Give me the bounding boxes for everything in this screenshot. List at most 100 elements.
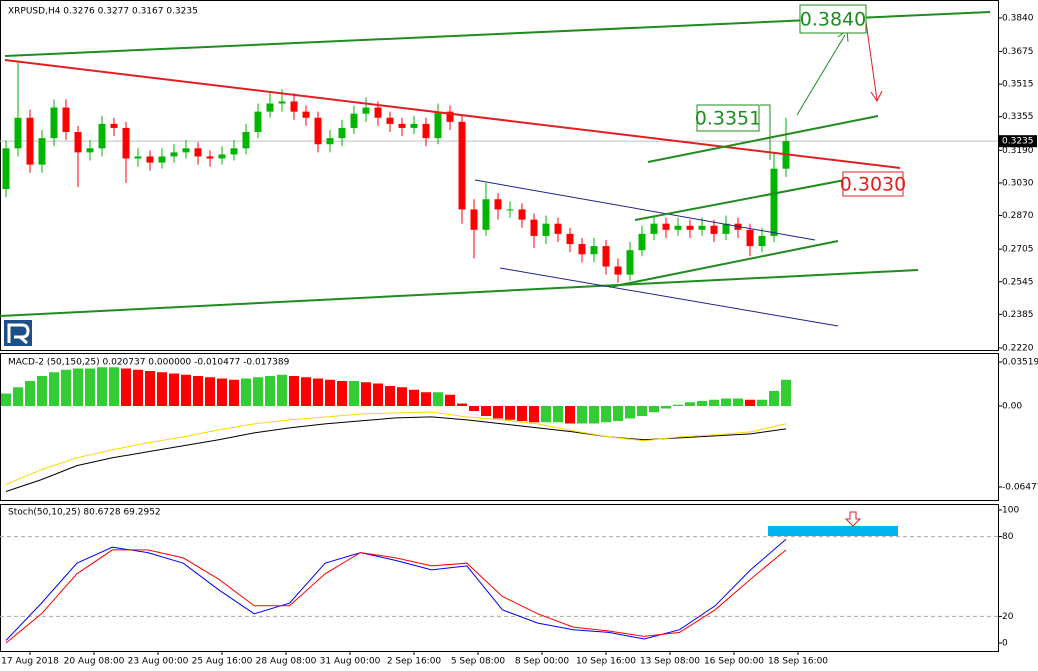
chart-title: XRPUSD,H4 0.3276 0.3277 0.3167 0.3235 [8, 7, 198, 17]
histogram-bar [445, 394, 455, 406]
histogram-bar [253, 377, 263, 406]
y-tick-label: 0.3515 [1002, 80, 1034, 90]
candle-body [410, 123, 418, 128]
histogram-bar [589, 406, 599, 424]
histogram-bar [73, 368, 83, 406]
candle-body [74, 132, 82, 153]
candle-body [422, 123, 430, 139]
histogram-bar [685, 402, 695, 406]
y-tick-label: 0.3355 [1002, 112, 1034, 122]
indicator-title: Stoch(50,10,25) 80.6728 69.2952 [8, 508, 161, 518]
candle-body [206, 156, 214, 159]
histogram-bar [145, 371, 155, 406]
candle-body [14, 117, 22, 149]
histogram-bar [697, 401, 707, 406]
candle-body [482, 199, 490, 230]
arrow [796, 34, 846, 116]
histogram-bar [37, 376, 47, 406]
histogram-bar [709, 399, 719, 406]
y-tick-label: 0.2385 [1002, 310, 1034, 320]
candle-body [254, 111, 262, 133]
histogram-bar [97, 367, 107, 406]
y-tick-label: 0.2545 [1002, 277, 1034, 287]
histogram-bar [373, 383, 383, 406]
x-tick-label: 23 Aug 00:00 [128, 657, 189, 667]
channel-line [609, 240, 839, 288]
histogram-bar [517, 406, 527, 421]
histogram-bar [433, 392, 443, 406]
last-price-label: 0.3235 [1002, 137, 1034, 147]
histogram-bar [613, 406, 623, 421]
annotation-box [696, 104, 760, 132]
candle-body [182, 148, 190, 153]
histogram-bar [361, 382, 371, 406]
annotation-box [842, 171, 904, 197]
histogram-bar [601, 406, 611, 423]
y-tick-label: 0.3675 [1002, 47, 1034, 57]
stoch-line [5, 549, 787, 644]
y-tick-label: 0.035193 [1002, 358, 1038, 368]
histogram-bar [421, 392, 431, 406]
candle-body [2, 148, 10, 190]
histogram-bar [277, 374, 287, 406]
candle-body [326, 138, 334, 145]
candle-body [170, 152, 178, 157]
trend-line [0, 269, 919, 317]
histogram-bar [61, 369, 71, 406]
candle-body [602, 246, 610, 267]
histogram-bar [349, 381, 359, 406]
candle-body [122, 127, 130, 159]
histogram-bar [157, 372, 167, 406]
histogram-bar [565, 406, 575, 424]
candle-body [686, 225, 694, 230]
candle-body [338, 127, 346, 139]
candle-body [26, 117, 34, 165]
indicator-title: MACD-2 (50,150,25) 0.020737 0.000000 -0.… [8, 358, 290, 368]
candle-body [374, 107, 382, 118]
histogram-bar [49, 372, 59, 406]
histogram-bar [745, 399, 755, 406]
histogram-bar [733, 398, 743, 406]
candle-body [218, 154, 226, 159]
y-tick-label: 0.2220 [1002, 343, 1034, 353]
histogram-bar [193, 376, 203, 406]
histogram-bar [397, 387, 407, 406]
stoch-line [5, 538, 787, 641]
candle-body [158, 156, 166, 163]
drawings: 0.3840 0.3351 0.3030 XRPUSD,H4 0.3276 0.… [0, 4, 991, 536]
connector [760, 104, 771, 160]
histogram-bar [577, 406, 587, 424]
candle-body [758, 235, 766, 247]
y-tick-label: 0 [1002, 639, 1008, 649]
panel-frame [0, 0, 999, 351]
y-tick-label: 0.00 [1002, 402, 1022, 412]
x-tick-label: 13 Sep 08:00 [640, 657, 700, 667]
histogram-bar [109, 367, 119, 406]
histogram-bar [469, 406, 479, 411]
arrow [865, 21, 878, 101]
histogram-bar [769, 391, 779, 406]
histogram-bar [25, 381, 35, 406]
candle-body [62, 107, 70, 133]
histogram-bar [313, 378, 323, 406]
arrow-head [870, 90, 883, 102]
histogram-bar [385, 386, 395, 406]
channel-line [499, 267, 839, 327]
x-tick-label: 20 Aug 08:00 [64, 657, 125, 667]
histogram-bar [325, 379, 335, 406]
candle-body [770, 168, 778, 236]
candle-body [446, 111, 454, 122]
candle-body [674, 225, 682, 230]
y-tick-label: 20 [1002, 612, 1014, 622]
x-tick-label: 18 Sep 16:00 [768, 657, 828, 667]
panel-frame [0, 504, 999, 652]
annotation: 0.3351 [695, 108, 761, 130]
x-tick-label: 2 Sep 16:00 [387, 657, 442, 667]
histogram-bar [529, 406, 539, 423]
histogram-bar [493, 406, 503, 419]
y-tick-label: 100 [1002, 505, 1019, 515]
histogram-bar [409, 389, 419, 406]
